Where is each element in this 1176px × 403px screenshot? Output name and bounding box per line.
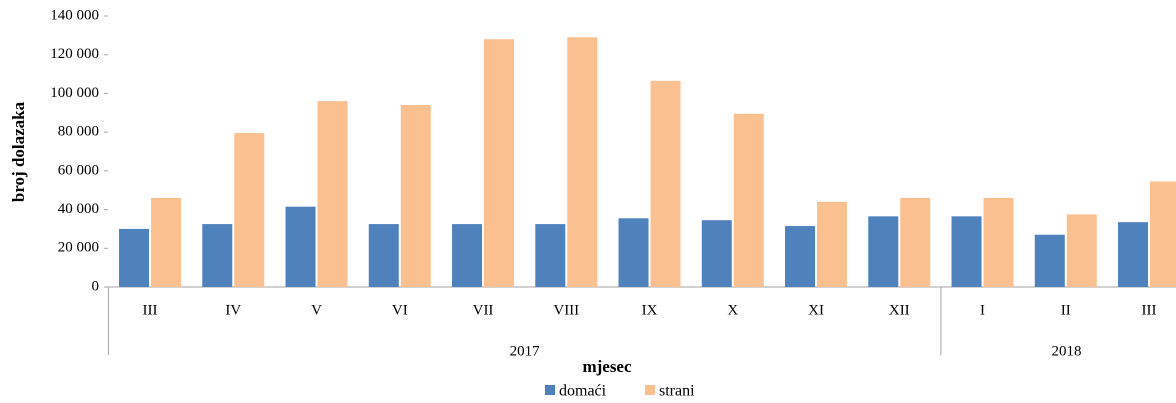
- bar: [151, 197, 182, 287]
- y-tick-label: 60 000: [58, 162, 99, 178]
- bar: [1066, 214, 1097, 287]
- bar: [202, 224, 233, 287]
- x-tick-label: VII: [473, 302, 494, 318]
- y-tick-label: 120 000: [50, 46, 99, 62]
- x-axis-title: mjesec: [582, 357, 632, 376]
- x-tick-label: IV: [225, 302, 241, 318]
- bar: [317, 101, 348, 288]
- bar: [119, 228, 150, 287]
- x-tick-label: II: [1061, 302, 1071, 318]
- legend-label: strani: [659, 383, 695, 400]
- y-tick-label: 40 000: [58, 201, 99, 217]
- bar: [535, 224, 566, 287]
- x-tick-label: X: [727, 302, 738, 318]
- bar: [817, 201, 848, 287]
- y-axis-title: broj dolazaka: [9, 101, 28, 202]
- bar: [983, 197, 1014, 287]
- y-tick-label: 80 000: [58, 124, 99, 140]
- bar: [400, 105, 431, 288]
- bar: [484, 39, 515, 287]
- bar: [785, 226, 816, 287]
- x-tick-label: III: [143, 302, 158, 318]
- bar: [567, 37, 598, 287]
- bar: [650, 80, 681, 287]
- bar: [900, 197, 931, 287]
- y-tick-label: 100 000: [50, 85, 99, 101]
- legend-swatch: [545, 385, 555, 395]
- bar: [951, 216, 982, 287]
- bar: [1150, 181, 1176, 287]
- x-tick-label: VIII: [553, 302, 579, 318]
- x-tick-label: XI: [808, 302, 824, 318]
- bar: [285, 206, 316, 287]
- x-tick-label: V: [311, 302, 322, 318]
- bar: [1034, 234, 1065, 287]
- bar: [618, 218, 649, 287]
- x-tick-label: XII: [889, 302, 910, 318]
- bar: [234, 133, 265, 287]
- x-tick-label: III: [1142, 302, 1157, 318]
- bar: [452, 224, 483, 287]
- legend-swatch: [645, 385, 655, 395]
- x-tick-label: I: [980, 302, 985, 318]
- bar: [1118, 222, 1149, 287]
- y-tick-label: 0: [92, 278, 100, 294]
- x-tick-label: IX: [642, 302, 658, 318]
- bar: [701, 220, 732, 287]
- bar: [733, 113, 764, 287]
- bar: [868, 216, 899, 287]
- y-tick-label: 20 000: [58, 240, 99, 256]
- legend-label: domaći: [559, 383, 607, 400]
- y-tick-label: 140 000: [50, 7, 99, 23]
- group-label: 2018: [1051, 343, 1081, 359]
- x-tick-label: VI: [392, 302, 408, 318]
- group-label: 2017: [510, 343, 541, 359]
- bar: [368, 224, 399, 287]
